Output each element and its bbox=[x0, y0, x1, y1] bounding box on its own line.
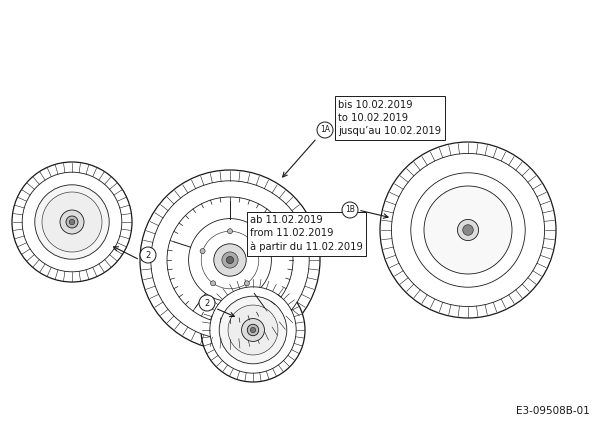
Circle shape bbox=[35, 185, 109, 259]
Circle shape bbox=[226, 257, 233, 264]
Circle shape bbox=[140, 247, 156, 263]
Circle shape bbox=[22, 172, 122, 272]
Circle shape bbox=[424, 186, 512, 274]
Circle shape bbox=[411, 173, 525, 287]
Circle shape bbox=[219, 296, 287, 364]
Circle shape bbox=[70, 219, 75, 225]
Circle shape bbox=[227, 229, 233, 234]
Circle shape bbox=[151, 181, 309, 339]
Circle shape bbox=[167, 197, 293, 323]
Circle shape bbox=[391, 153, 545, 307]
Text: 1A: 1A bbox=[320, 126, 330, 134]
Circle shape bbox=[247, 324, 259, 336]
Circle shape bbox=[457, 220, 479, 240]
Text: 2: 2 bbox=[205, 298, 209, 307]
Circle shape bbox=[380, 142, 556, 318]
Circle shape bbox=[211, 281, 215, 286]
Circle shape bbox=[60, 210, 84, 234]
Circle shape bbox=[66, 216, 78, 228]
Circle shape bbox=[463, 225, 473, 235]
Circle shape bbox=[244, 281, 250, 286]
Circle shape bbox=[228, 305, 278, 355]
Circle shape bbox=[140, 170, 320, 350]
Circle shape bbox=[12, 162, 132, 282]
Text: E3-09508B-01: E3-09508B-01 bbox=[516, 406, 590, 416]
Circle shape bbox=[200, 248, 205, 254]
Circle shape bbox=[42, 192, 102, 252]
Circle shape bbox=[255, 248, 260, 254]
Circle shape bbox=[222, 252, 238, 268]
Circle shape bbox=[317, 122, 333, 138]
Circle shape bbox=[342, 202, 358, 218]
Circle shape bbox=[214, 244, 246, 276]
Circle shape bbox=[188, 219, 271, 301]
Circle shape bbox=[250, 327, 256, 332]
Text: ab 11.02.2019
from 11.02.2019
à partir du 11.02.2019: ab 11.02.2019 from 11.02.2019 à partir d… bbox=[250, 215, 363, 252]
Circle shape bbox=[210, 287, 296, 373]
Text: 1B: 1B bbox=[345, 206, 355, 215]
Circle shape bbox=[242, 318, 265, 341]
Circle shape bbox=[199, 295, 215, 311]
Text: bis 10.02.2019
to 10.02.2019
jusqu’au 10.02.2019: bis 10.02.2019 to 10.02.2019 jusqu’au 10… bbox=[338, 100, 441, 137]
Text: 2: 2 bbox=[145, 251, 151, 259]
Circle shape bbox=[201, 278, 305, 382]
